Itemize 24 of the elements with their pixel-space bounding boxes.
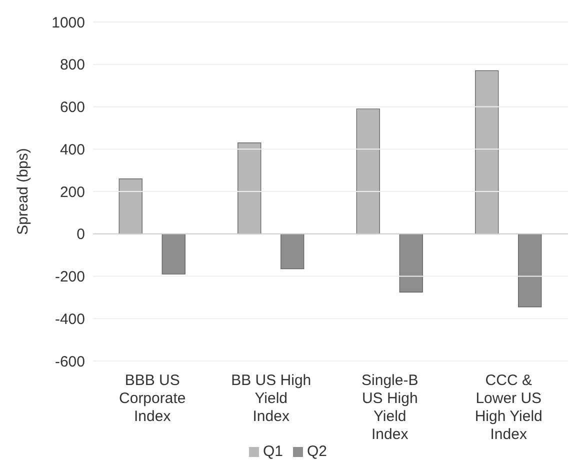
x-tick-label: Single-B US High Yield Index bbox=[362, 372, 418, 443]
y-axis-title: Spread (bps) bbox=[14, 148, 32, 235]
y-tick-label: -600 bbox=[54, 353, 85, 370]
bar bbox=[118, 178, 142, 234]
y-tick-label: 800 bbox=[60, 56, 85, 74]
x-tick-label: CCC & Lower US High Yield Index bbox=[474, 372, 542, 443]
y-tick-label: 0 bbox=[76, 226, 85, 244]
y-tick-label: -200 bbox=[54, 268, 85, 286]
bar bbox=[399, 234, 423, 292]
y-tick-label: 600 bbox=[60, 99, 85, 116]
bar bbox=[162, 234, 186, 274]
y-tick-label: 1000 bbox=[52, 14, 85, 32]
bar bbox=[356, 108, 380, 234]
bar bbox=[238, 142, 262, 234]
y-tick-label: -400 bbox=[54, 310, 85, 328]
legend-label: Q2 bbox=[307, 443, 328, 460]
bar bbox=[280, 234, 304, 270]
bar bbox=[518, 234, 542, 308]
y-tick-label: 200 bbox=[60, 184, 85, 201]
x-tick-label: BBB US Corporate Index bbox=[119, 372, 186, 425]
bar bbox=[475, 70, 499, 234]
legend-label: Q1 bbox=[262, 443, 283, 460]
y-tick-label: 400 bbox=[60, 141, 85, 158]
x-tick-label: BB US High Yield Index bbox=[231, 372, 312, 425]
